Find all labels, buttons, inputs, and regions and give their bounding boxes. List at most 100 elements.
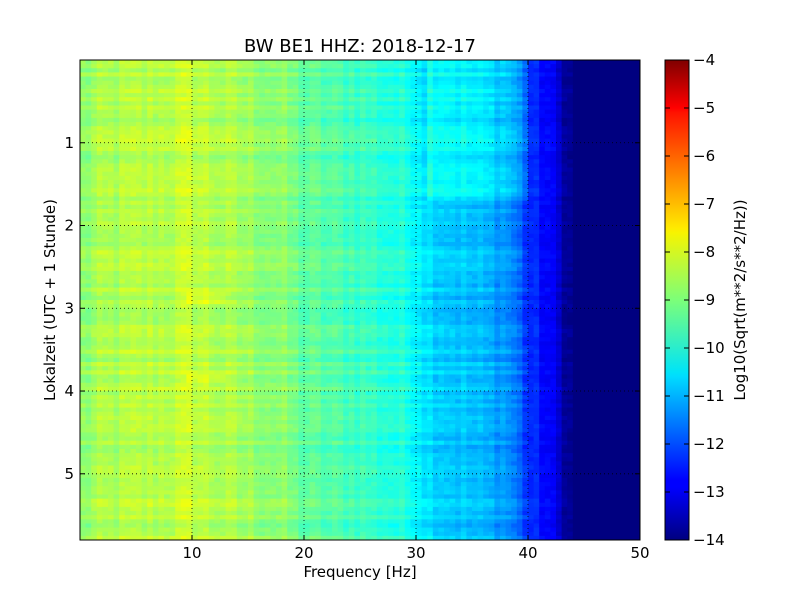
heatmap-cell	[505, 200, 512, 206]
heatmap-cell	[292, 138, 299, 144]
heatmap-cell	[365, 163, 372, 169]
heatmap-cell	[354, 117, 361, 123]
heatmap-cell	[326, 254, 333, 260]
heatmap-cell	[360, 242, 367, 247]
heatmap-cell	[533, 225, 540, 231]
heatmap-cell	[539, 196, 546, 202]
heatmap-cell	[388, 155, 395, 160]
heatmap-cell	[522, 163, 529, 169]
heatmap-cell	[360, 163, 367, 169]
heatmap-cell	[500, 113, 507, 119]
heatmap-cell	[236, 159, 243, 165]
heatmap-cell	[214, 159, 221, 165]
heatmap-cell	[376, 171, 383, 177]
heatmap-cell	[287, 229, 294, 235]
heatmap-cell	[628, 68, 635, 74]
heatmap-cell	[264, 105, 271, 111]
heatmap-cell	[259, 175, 266, 181]
heatmap-cell	[192, 60, 199, 65]
heatmap-cell	[130, 167, 137, 173]
heatmap-cell	[298, 229, 305, 235]
heatmap-cell	[180, 97, 187, 102]
heatmap-cell	[466, 225, 473, 231]
heatmap-cell	[634, 175, 640, 181]
heatmap-cell	[281, 221, 288, 227]
heatmap-cell	[169, 146, 176, 152]
heatmap-cell	[136, 138, 143, 144]
heatmap-cell	[455, 159, 462, 165]
heatmap-cell	[466, 151, 473, 156]
heatmap-cell	[113, 163, 120, 169]
heatmap-cell	[376, 180, 383, 185]
heatmap-cell	[164, 101, 171, 107]
heatmap-cell	[444, 68, 451, 74]
heatmap-cell	[438, 221, 445, 227]
heatmap-cell	[264, 246, 271, 251]
heatmap-cell	[567, 64, 574, 69]
heatmap-cell	[539, 250, 546, 256]
heatmap-cell	[208, 72, 215, 78]
heatmap-cell	[197, 88, 204, 94]
heatmap-cell	[147, 208, 154, 214]
heatmap-cell	[472, 151, 479, 156]
heatmap-cell	[634, 113, 640, 119]
heatmap-cell	[623, 208, 630, 214]
heatmap-cell	[589, 130, 596, 136]
heatmap-cell	[253, 200, 260, 206]
heatmap-cell	[136, 101, 143, 107]
heatmap-cell	[231, 250, 238, 256]
heatmap-cell	[427, 93, 434, 98]
heatmap-cell	[544, 225, 551, 231]
heatmap-cell	[85, 122, 92, 127]
heatmap-cell	[488, 101, 495, 107]
heatmap-cell	[612, 109, 619, 115]
heatmap-cell	[382, 80, 389, 86]
heatmap-cell	[550, 246, 557, 251]
heatmap-cell	[522, 180, 529, 185]
heatmap-cell	[477, 130, 484, 136]
heatmap-cell	[533, 213, 540, 218]
heatmap-cell	[617, 159, 624, 165]
heatmap-cell	[494, 217, 501, 222]
heatmap-cell	[572, 204, 579, 210]
heatmap-cell	[432, 146, 439, 152]
heatmap-cell	[287, 217, 294, 222]
heatmap-cell	[455, 80, 462, 86]
heatmap-cell	[494, 221, 501, 227]
heatmap-cell	[567, 213, 574, 218]
heatmap-cell	[466, 237, 473, 243]
heatmap-cell	[628, 105, 635, 111]
heatmap-cell	[516, 192, 523, 198]
heatmap-cell	[550, 242, 557, 247]
heatmap-cell	[432, 88, 439, 94]
heatmap-cell	[483, 221, 490, 227]
heatmap-cell	[141, 204, 148, 210]
heatmap-cell	[623, 171, 630, 177]
heatmap-cell	[544, 175, 551, 181]
heatmap-cell	[264, 254, 271, 260]
heatmap-cell	[298, 175, 305, 181]
heatmap-cell	[483, 175, 490, 181]
heatmap-cell	[567, 68, 574, 74]
heatmap-cell	[192, 146, 199, 152]
heatmap-cell	[85, 101, 92, 107]
heatmap-cell	[348, 163, 355, 169]
heatmap-cell	[376, 213, 383, 218]
heatmap-cell	[354, 204, 361, 210]
heatmap-cell	[164, 242, 171, 247]
heatmap-cell	[175, 242, 182, 247]
heatmap-cell	[494, 188, 501, 194]
heatmap-cell	[376, 237, 383, 243]
heatmap-cell	[248, 101, 255, 107]
heatmap-cell	[522, 88, 529, 94]
heatmap-cell	[337, 192, 344, 198]
heatmap-cell	[376, 60, 383, 65]
heatmap-cell	[444, 208, 451, 214]
heatmap-cell	[539, 188, 546, 194]
heatmap-cell	[584, 175, 591, 181]
heatmap-cell	[556, 237, 563, 243]
heatmap-cell	[108, 117, 115, 123]
heatmap-cell	[259, 184, 266, 189]
heatmap-cell	[326, 134, 333, 140]
heatmap-cell	[287, 233, 294, 239]
